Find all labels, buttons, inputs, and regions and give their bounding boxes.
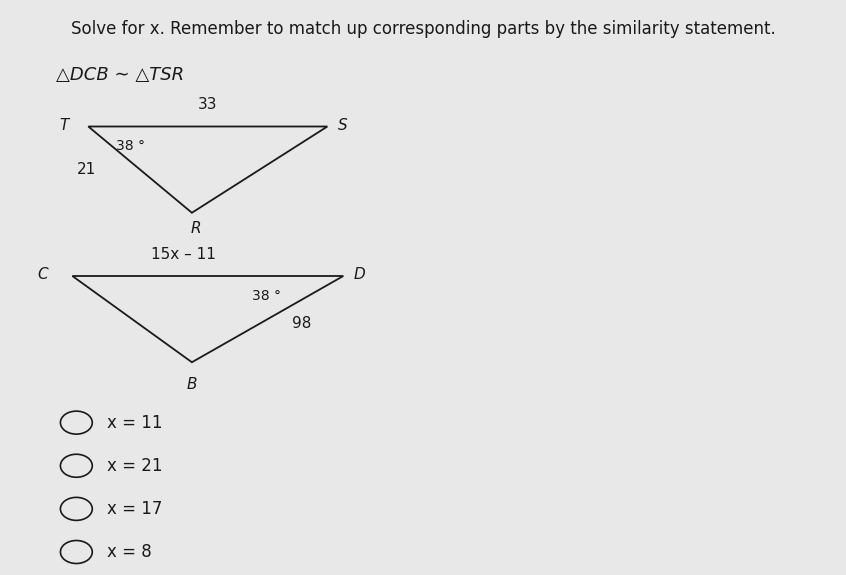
- Text: x = 17: x = 17: [107, 500, 162, 518]
- Text: x = 8: x = 8: [107, 543, 151, 561]
- Text: Solve for x. Remember to match up corresponding parts by the similarity statemen: Solve for x. Remember to match up corres…: [70, 20, 776, 38]
- Text: x = 11: x = 11: [107, 413, 162, 432]
- Text: C: C: [38, 267, 48, 282]
- Text: x = 21: x = 21: [107, 457, 162, 475]
- Text: D: D: [354, 267, 365, 282]
- Text: △DCB ∼ △TSR: △DCB ∼ △TSR: [57, 66, 184, 84]
- Text: 33: 33: [198, 97, 217, 112]
- Text: 98: 98: [292, 316, 310, 331]
- Text: 15x – 11: 15x – 11: [151, 247, 217, 262]
- Text: T: T: [59, 118, 69, 133]
- Text: R: R: [190, 221, 201, 236]
- Text: S: S: [338, 118, 348, 133]
- Text: B: B: [187, 377, 197, 392]
- Text: 38 °: 38 °: [251, 289, 281, 303]
- Text: 38 °: 38 °: [116, 139, 146, 153]
- Text: 21: 21: [77, 162, 96, 177]
